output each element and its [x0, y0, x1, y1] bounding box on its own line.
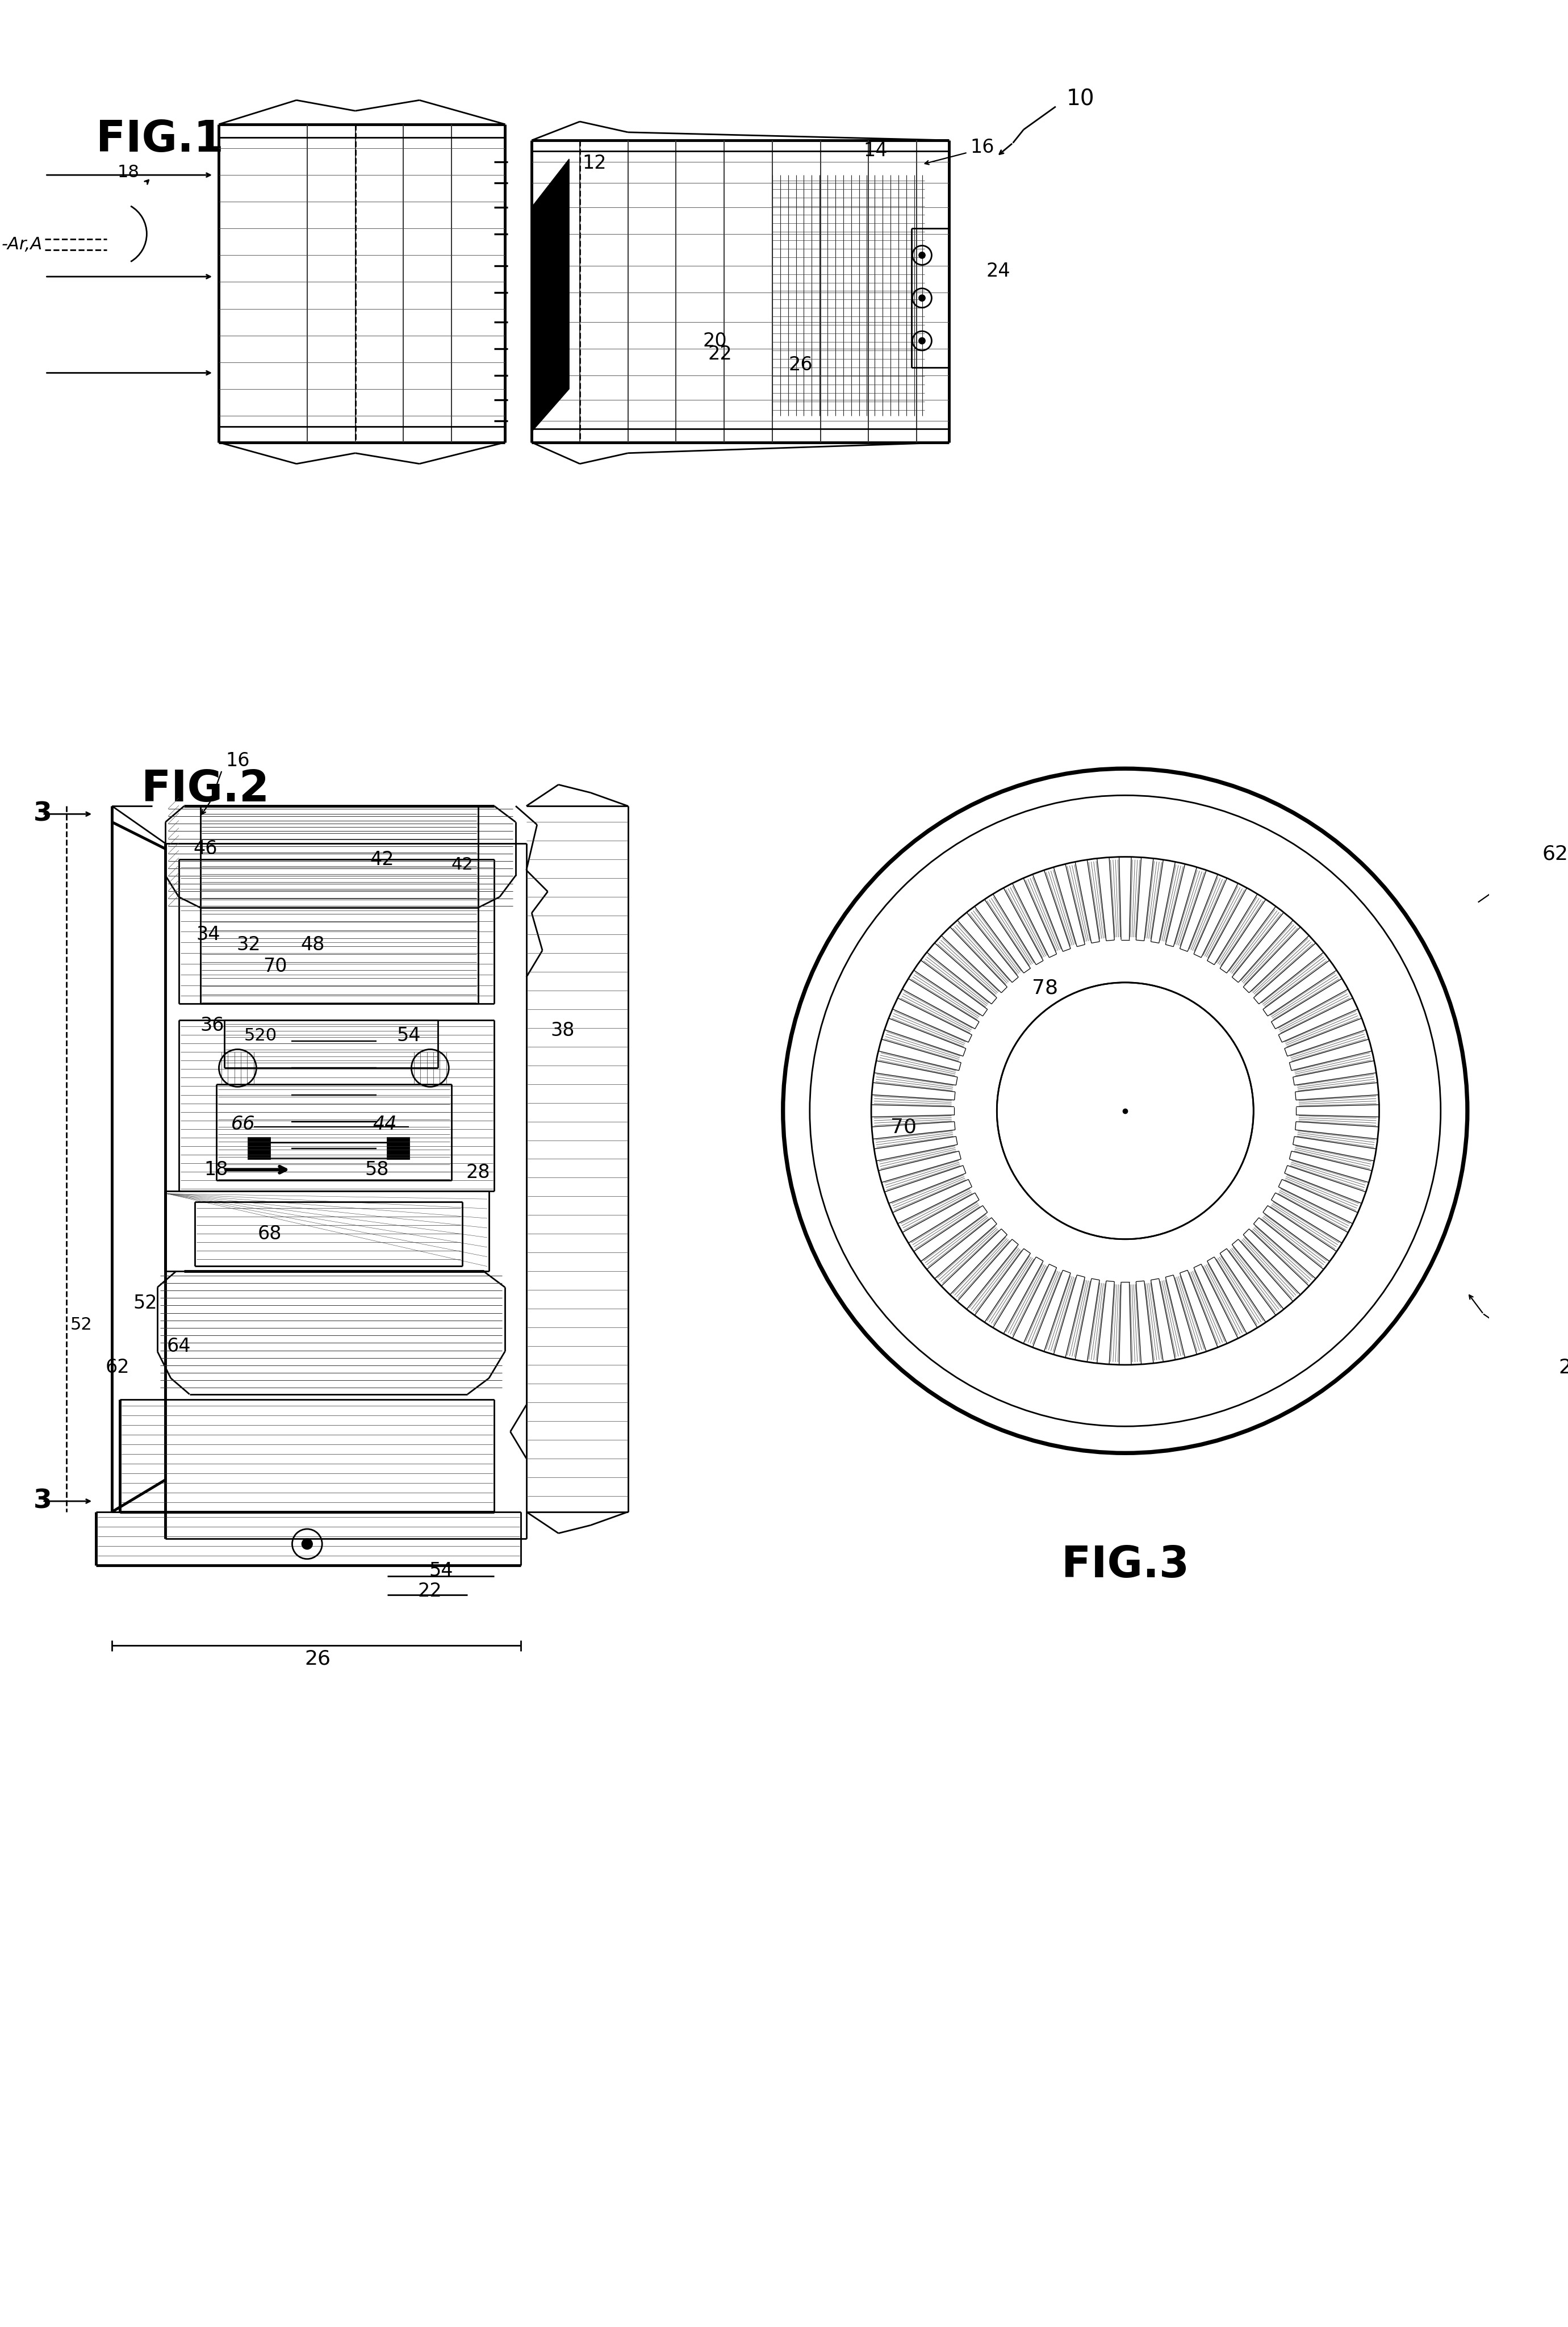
Text: 20: 20 — [702, 330, 728, 349]
Text: 54: 54 — [397, 1026, 420, 1045]
Text: 16: 16 — [971, 137, 994, 156]
Text: 58: 58 — [365, 1161, 389, 1180]
Text: 18: 18 — [118, 165, 140, 182]
Text: FIG.3: FIG.3 — [1062, 1545, 1189, 1587]
Text: 78: 78 — [1032, 977, 1058, 998]
Text: 3: 3 — [33, 800, 52, 826]
Text: 12: 12 — [582, 154, 607, 172]
Text: 42: 42 — [452, 856, 474, 873]
Text: FIG.2: FIG.2 — [141, 768, 270, 810]
Text: 24: 24 — [986, 263, 1010, 282]
Text: 42: 42 — [370, 849, 394, 868]
Text: 46: 46 — [193, 840, 218, 859]
Text: 16: 16 — [226, 752, 249, 770]
Text: 68: 68 — [257, 1224, 282, 1243]
Polygon shape — [532, 158, 569, 433]
Circle shape — [997, 984, 1253, 1238]
Text: 52: 52 — [133, 1294, 157, 1312]
Circle shape — [919, 337, 925, 344]
Text: 34: 34 — [196, 926, 221, 945]
Circle shape — [919, 251, 925, 258]
Circle shape — [919, 296, 925, 300]
Text: 520: 520 — [245, 1029, 278, 1045]
Text: 52: 52 — [71, 1317, 93, 1333]
Text: 22: 22 — [709, 344, 732, 363]
Circle shape — [301, 1538, 312, 1550]
Text: A: A — [1168, 1122, 1182, 1143]
Text: FIG.1: FIG.1 — [96, 119, 224, 161]
Text: 62: 62 — [105, 1359, 130, 1378]
Text: 70: 70 — [891, 1117, 917, 1136]
Text: 22: 22 — [419, 1582, 442, 1601]
Text: 26: 26 — [304, 1650, 331, 1668]
Text: 28: 28 — [1559, 1359, 1568, 1378]
Text: 54: 54 — [428, 1561, 453, 1580]
Polygon shape — [387, 1138, 409, 1159]
Text: 66: 66 — [230, 1115, 256, 1133]
Text: 32: 32 — [237, 935, 260, 954]
Text: 3: 3 — [33, 1489, 52, 1515]
Text: 36: 36 — [201, 1017, 224, 1036]
Text: 44: 44 — [373, 1115, 397, 1133]
Text: 14: 14 — [864, 142, 887, 161]
Text: 64: 64 — [166, 1336, 191, 1357]
Text: 10: 10 — [1066, 88, 1094, 109]
Text: 26: 26 — [789, 356, 812, 375]
Text: 62: 62 — [1543, 845, 1568, 863]
Polygon shape — [248, 1138, 270, 1159]
Text: 70: 70 — [263, 956, 287, 975]
Text: 38: 38 — [550, 1022, 574, 1040]
Text: 28: 28 — [466, 1164, 491, 1182]
Text: 18: 18 — [204, 1161, 229, 1180]
Text: -Ar,A: -Ar,A — [2, 237, 42, 254]
Text: 48: 48 — [301, 935, 325, 954]
